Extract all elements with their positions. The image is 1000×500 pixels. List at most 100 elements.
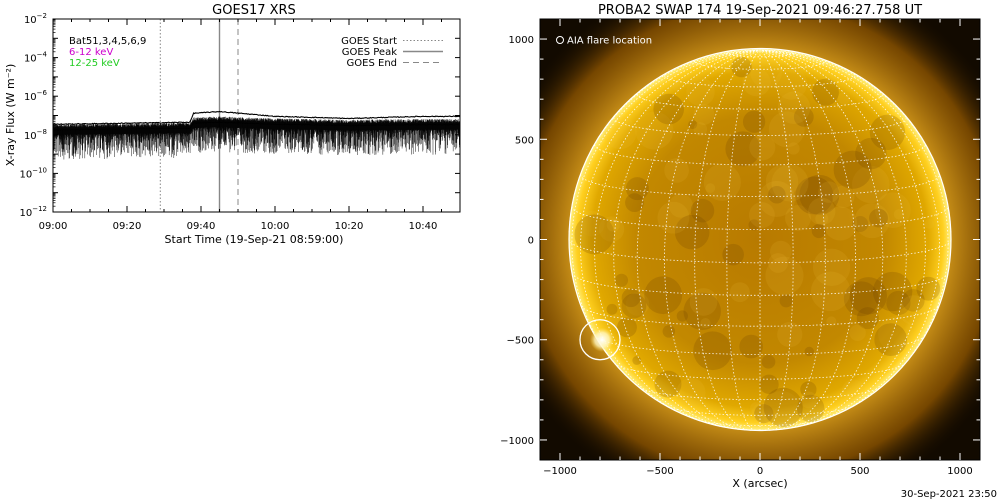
x-tick-label: 10:40 [409,221,438,232]
x-tick-label: 1000 [947,466,972,477]
goes-series-line [52,110,460,126]
y-tick-label: 10−10 [19,166,47,180]
surface-feature [668,193,693,218]
surface-feature [852,216,869,233]
surface-feature [632,356,642,365]
goes-y-axis-label: X-ray Flux (W m⁻²) [4,64,17,166]
surface-feature [725,131,761,167]
grid-line [759,49,949,396]
swap-y-axis: −1000 −500 0 500 1000 [500,35,980,447]
surface-feature [754,404,774,424]
grid-line [636,49,761,430]
surface-feature [812,78,839,106]
surface-feature [748,219,760,231]
grid-line [759,49,926,427]
surface-feature [849,277,887,315]
grid-line [759,49,907,429]
swap-image: AIA flare location [540,19,980,460]
swap-image-chart: PROBA2 SWAP 174 19-Sep-2021 09:46:27.758… [500,3,997,500]
surface-feature [751,402,773,424]
surface-feature [856,307,879,330]
x-tick-label: 09:40 [187,221,216,232]
solar-texture [574,56,941,431]
surface-feature [810,271,851,312]
grid-line [568,239,952,264]
surface-feature [683,292,721,331]
footer-timestamp: 30-Sep-2021 23:50 [901,489,997,500]
x-tick-label: 09:20 [113,221,142,232]
surface-feature [690,198,715,223]
surface-feature [676,377,706,408]
grid-line [698,420,822,426]
y-tick-label: 10−8 [24,128,47,142]
x-tick-label: 10:00 [261,221,290,232]
surface-feature [625,193,644,213]
flare-legend-icon [556,36,564,44]
surface-feature [768,253,789,273]
grid-line [726,49,761,431]
goes-x-axis-label: Start Time (19-Sep-21 08:59:00) [165,233,344,246]
flare-location-marker [579,319,621,361]
surface-feature [664,158,689,183]
goes-plot-area [52,19,461,212]
grid-line [759,49,794,431]
surface-feature [924,218,935,229]
surface-feature [693,331,732,371]
surface-feature [688,120,698,130]
surface-feature [742,110,766,133]
surface-feature [654,370,682,398]
surface-feature [837,92,851,105]
grid-line [638,386,882,401]
solar-disk [569,48,951,431]
surface-feature [874,323,908,357]
grid-line [594,49,761,427]
x-tick-label: 10:20 [335,221,364,232]
x-tick-label: 09:00 [39,221,68,232]
goes-chart-title: GOES17 XRS [212,3,296,18]
surface-feature [739,334,763,359]
event-legend-entry: GOES Peak [342,47,397,58]
channel-legend-entry: 6-12 keV [69,47,113,58]
surface-feature [823,206,858,241]
swap-x-axis: −1000 −500 0 500 1000 [543,19,973,477]
goes-series-line [52,121,461,131]
surface-feature [761,390,801,431]
surface-feature [653,93,685,125]
surface-feature [617,317,637,338]
grid-line [580,49,761,421]
y-tick-label: 10−4 [24,51,48,65]
surface-feature [635,111,674,150]
x-tick-label: −1000 [543,466,577,477]
surface-feature [818,181,840,203]
surface-feature [750,402,762,414]
grid-line [580,174,940,197]
surface-feature [662,325,676,338]
surface-feature [689,288,718,316]
y-tick-label: −1000 [500,436,534,447]
surface-feature [893,209,905,220]
surface-feature [674,214,710,250]
surface-feature [852,165,890,204]
flare-legend-label: AIA flare location [567,36,652,47]
grid-line [664,49,761,431]
y-tick-label: 500 [515,135,534,146]
surface-feature [657,201,690,234]
flare-legend: AIA flare location [556,36,652,47]
event-legend-entry: GOES Start [341,36,397,47]
surface-feature [800,391,817,409]
grid-line [595,336,925,355]
surface-feature [916,276,941,301]
surface-feature [785,204,811,231]
surface-feature [758,180,795,218]
grid-line [580,305,940,327]
swap-x-axis-label: X (arcsec) [732,477,787,490]
surface-feature [693,103,715,125]
surface-feature [771,164,809,202]
surface-feature [841,379,865,403]
grid-line [613,49,761,429]
surface-feature [787,142,800,155]
surface-feature [812,248,851,287]
